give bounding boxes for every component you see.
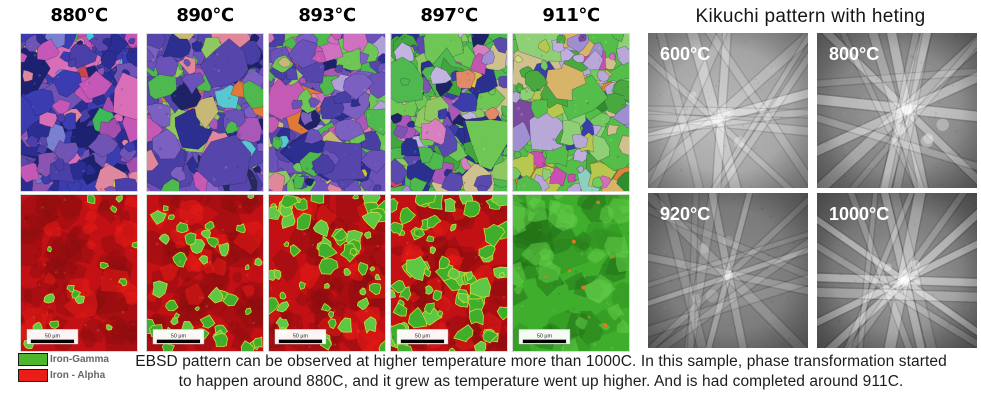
scale-bar: 50 μm	[274, 329, 327, 345]
ipf-map-911c	[512, 33, 630, 192]
phase-map-890c: 50 μm	[146, 194, 264, 352]
kikuchi-temp-label: 600°C	[660, 44, 710, 64]
svg-text:50 μm: 50 μm	[415, 334, 431, 340]
kikuchi-pattern-image: 800°C	[817, 33, 977, 188]
legend-item-alpha: Iron - Alpha	[18, 369, 109, 382]
legend-label: Iron - Alpha	[50, 370, 106, 381]
kikuchi-pattern-image: 1000°C	[817, 193, 977, 348]
legend-item-gamma: Iron-Gamma	[18, 353, 109, 366]
kikuchi-temp-label: 1000°C	[829, 204, 889, 224]
svg-text:50 μm: 50 μm	[45, 334, 61, 340]
svg-text:50 μm: 50 μm	[171, 334, 187, 340]
scale-bar: 50 μm	[396, 329, 449, 345]
kikuchi-temp-label: 800°C	[829, 44, 879, 64]
kikuchi-pattern-image: 600°C	[648, 33, 808, 188]
ipf-map-893c	[268, 33, 386, 192]
kikuchi-cell-1000c: 1000°C	[817, 193, 977, 348]
kikuchi-cell-600c: 600°C	[648, 33, 808, 188]
phase-map-893c: 50 μm	[268, 194, 386, 352]
temp-label: 911℃	[542, 5, 600, 26]
phase-map-911c: 50 μm	[512, 194, 630, 352]
temp-label: 890℃	[176, 5, 234, 26]
scale-bar: 50 μm	[518, 329, 571, 345]
kikuchi-cell-800c: 800°C	[817, 33, 977, 188]
ipf-map-897c	[390, 33, 508, 192]
ipf-map-890c	[146, 33, 264, 192]
temp-label: 893℃	[298, 5, 356, 26]
caption: EBSD pattern can be observed at higher t…	[104, 352, 978, 391]
phase-map-880c: 50 μm	[20, 194, 138, 352]
phase-legend: Iron-Gamma Iron - Alpha	[18, 353, 109, 385]
caption-line-2: to happen around 880C, and it grew as te…	[178, 372, 904, 390]
temp-label: 880℃	[50, 5, 108, 26]
legend-label: Iron-Gamma	[50, 354, 109, 365]
ipf-map-880c	[20, 33, 138, 192]
phase-map-897c: 50 μm	[390, 194, 508, 352]
svg-text:50 μm: 50 μm	[293, 334, 309, 340]
kikuchi-temp-label: 920°C	[660, 204, 710, 224]
svg-text:50 μm: 50 μm	[537, 334, 553, 340]
alpha-color-swatch	[18, 369, 48, 382]
kikuchi-cell-920c: 920°C	[648, 193, 808, 348]
scale-bar: 50 μm	[26, 329, 79, 345]
caption-line-1: EBSD pattern can be observed at higher t…	[135, 353, 947, 370]
temp-label: 897℃	[420, 5, 478, 26]
scale-bar: 50 μm	[152, 329, 205, 345]
kikuchi-pattern-image: 920°C	[648, 193, 808, 348]
kikuchi-title: Kikuchi pattern with heting	[695, 6, 926, 27]
gamma-color-swatch	[18, 353, 48, 366]
